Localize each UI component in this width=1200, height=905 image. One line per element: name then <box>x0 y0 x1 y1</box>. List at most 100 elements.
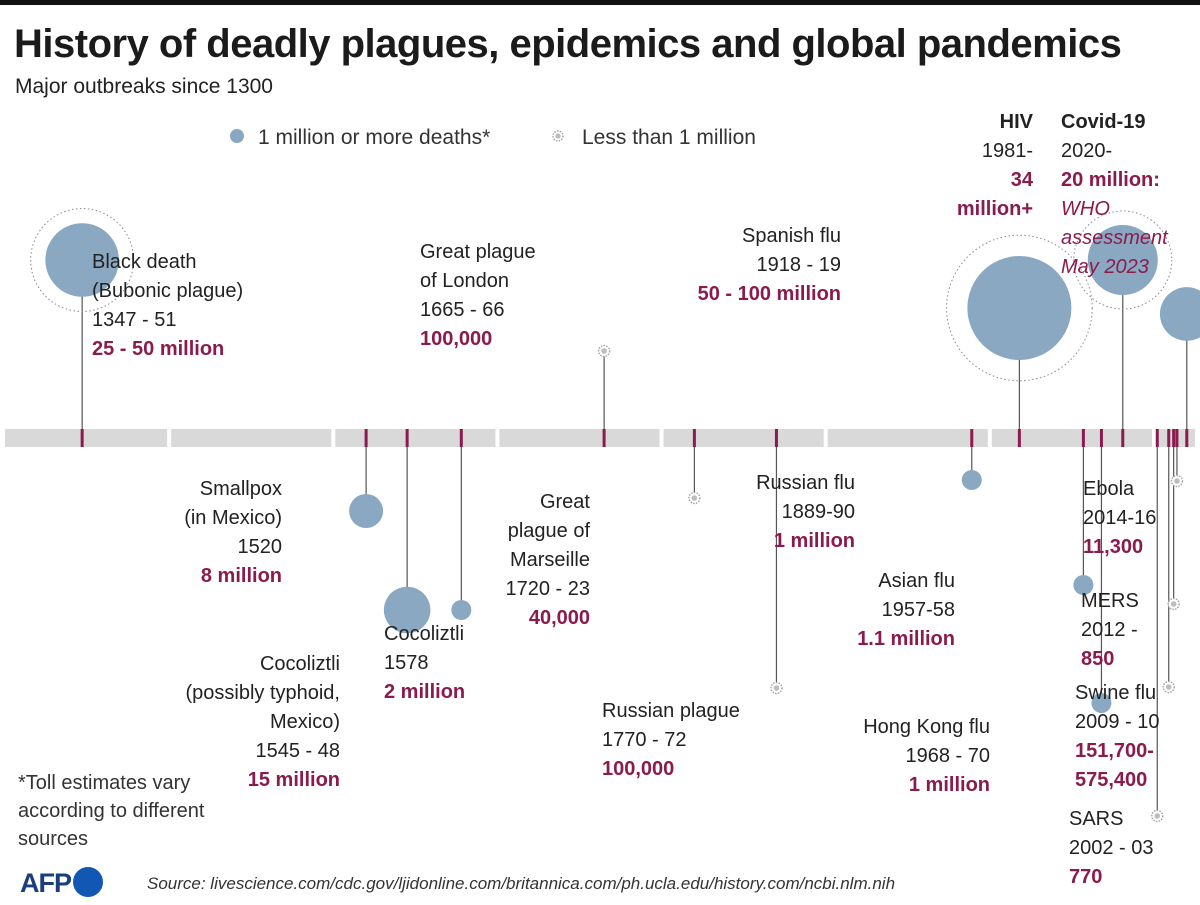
name-line-1: Great plague <box>420 241 536 263</box>
bubble-2 <box>383 586 431 634</box>
years: 1665 - 66 <box>420 299 505 321</box>
range-ring-8 <box>946 234 1093 382</box>
name: Black death <box>92 251 197 273</box>
label-great-plague-london: Great plague of London 1665 - 66 100,000 <box>420 238 536 354</box>
years: 1918 - 19 <box>756 254 841 276</box>
bubble-7 <box>961 470 982 490</box>
detail-line-1: (possibly typhoid, <box>185 682 340 704</box>
bubble-8 <box>967 256 1072 360</box>
tick-mark-4 <box>602 429 606 447</box>
toll: 20 million: <box>1061 169 1160 191</box>
years: 2014-16 <box>1083 507 1157 529</box>
afp-globe-icon <box>73 866 103 897</box>
detail: (in Mexico) <box>184 507 282 529</box>
tick-mark-14 <box>1172 429 1176 447</box>
afp-logo: AFP <box>20 866 103 900</box>
burst-core-5 <box>691 495 698 501</box>
footnote-line-2: according to different <box>18 800 205 822</box>
name: HIV <box>999 111 1033 133</box>
toll: 25 - 50 million <box>92 338 225 360</box>
name: Cocoliztli <box>384 623 465 645</box>
name: MERS <box>1081 590 1139 612</box>
legend-big-label: 1 million or more deaths* <box>258 126 491 149</box>
legend-item-big: 1 million or more deaths* <box>230 126 490 150</box>
label-spanish-flu: Spanish flu 1918 - 19 50 - 100 million <box>698 222 841 309</box>
tick-mark-8 <box>1017 429 1021 447</box>
century-gap-1900 <box>987 429 992 447</box>
label-russian-plague: Russian plague 1770 - 72 100,000 <box>602 697 740 784</box>
toll: 100,000 <box>602 758 675 780</box>
tick-mark-12 <box>1155 429 1159 447</box>
burst-core-12 <box>1154 813 1161 819</box>
bubble-9 <box>1073 575 1094 595</box>
footnote: *Toll estimates vary according to differ… <box>18 769 204 853</box>
years: 1578 <box>384 652 429 674</box>
name: Asian flu <box>878 570 955 592</box>
label-asian-flu: Asian flu 1957-58 1.1 million <box>857 567 955 654</box>
name: Smallpox <box>199 478 282 500</box>
bubble-0 <box>45 223 119 297</box>
name: Russian flu <box>756 472 855 494</box>
bubble-10 <box>1091 693 1112 713</box>
top-rule <box>0 0 1200 5</box>
century-gap-2000 <box>1151 429 1156 447</box>
bubble-3 <box>451 600 472 620</box>
toll: 1.1 million <box>857 628 955 650</box>
toll-note-line-2: assessment <box>1061 227 1168 249</box>
burst-core-4 <box>601 348 607 354</box>
timeline-axis <box>5 429 1195 447</box>
toll: 1 million <box>908 774 990 796</box>
name-line-2: plague of <box>507 520 590 542</box>
legend-item-small: Less than 1 million <box>552 126 756 150</box>
toll: 8 million <box>200 565 282 587</box>
label-smallpox: Smallpox (in Mexico) 1520 8 million <box>184 475 282 591</box>
toll-note-line-3: May 2023 <box>1061 256 1149 278</box>
tick-mark-3 <box>459 429 463 447</box>
tick-mark-6 <box>774 429 778 447</box>
toll-line-2: million+ <box>956 198 1033 220</box>
toll: 50 - 100 million <box>697 283 841 305</box>
toll-note-line-1: WHO <box>1061 198 1110 220</box>
name: Covid-19 <box>1061 111 1146 133</box>
legend-small-burst-icon <box>552 130 564 143</box>
name: Swine flu <box>1075 682 1157 704</box>
tick-mark-5 <box>692 429 696 447</box>
burst-core-14 <box>1170 601 1177 607</box>
burst-core-6 <box>773 685 780 691</box>
footnote-line-3: sources <box>18 828 89 850</box>
century-gap-1700 <box>659 429 664 447</box>
source-line: Source: livescience.com/cdc.gov/ljidonli… <box>147 874 896 893</box>
tick-mark-11 <box>1121 429 1125 447</box>
label-russian-flu: Russian flu 1889-90 1 million <box>756 469 855 556</box>
years: 2009 - 10 <box>1075 711 1160 733</box>
toll-line-2: 575,400 <box>1075 769 1148 791</box>
years: 1770 - 72 <box>602 729 687 751</box>
century-gap-1500 <box>331 429 336 447</box>
tick-mark-0 <box>80 429 84 447</box>
toll-line-1: 34 <box>1010 169 1033 191</box>
range-ring-11 <box>1073 210 1173 310</box>
toll: 100,000 <box>420 328 493 350</box>
tick-mark-16 <box>1185 429 1189 447</box>
toll: 15 million <box>247 769 340 791</box>
years: 1889-90 <box>781 501 855 523</box>
toll: 1 million <box>773 530 855 552</box>
burst-core-15 <box>1174 478 1180 484</box>
years: 2020- <box>1061 140 1113 162</box>
tick-mark-10 <box>1099 429 1103 447</box>
label-hiv: HIV 1981- 34 million+ <box>957 108 1033 224</box>
footnote-line-1: *Toll estimates vary <box>18 772 191 794</box>
toll-line-1: 151,700- <box>1075 740 1154 762</box>
years: 1720 - 23 <box>505 578 590 600</box>
name: Russian plague <box>602 700 740 722</box>
toll: 850 <box>1081 648 1115 670</box>
legend-bubble-icon <box>230 129 244 144</box>
label-ebola: Ebola 2014-16 11,300 <box>1083 475 1156 562</box>
name: Spanish flu <box>742 225 841 247</box>
label-hong-kong-flu: Hong Kong flu 1968 - 70 1 million <box>863 713 990 800</box>
years: 2002 - 03 <box>1069 837 1154 859</box>
years: 1520 <box>237 536 283 558</box>
century-gap-1600 <box>495 429 500 447</box>
tick-mark-2 <box>405 429 409 447</box>
